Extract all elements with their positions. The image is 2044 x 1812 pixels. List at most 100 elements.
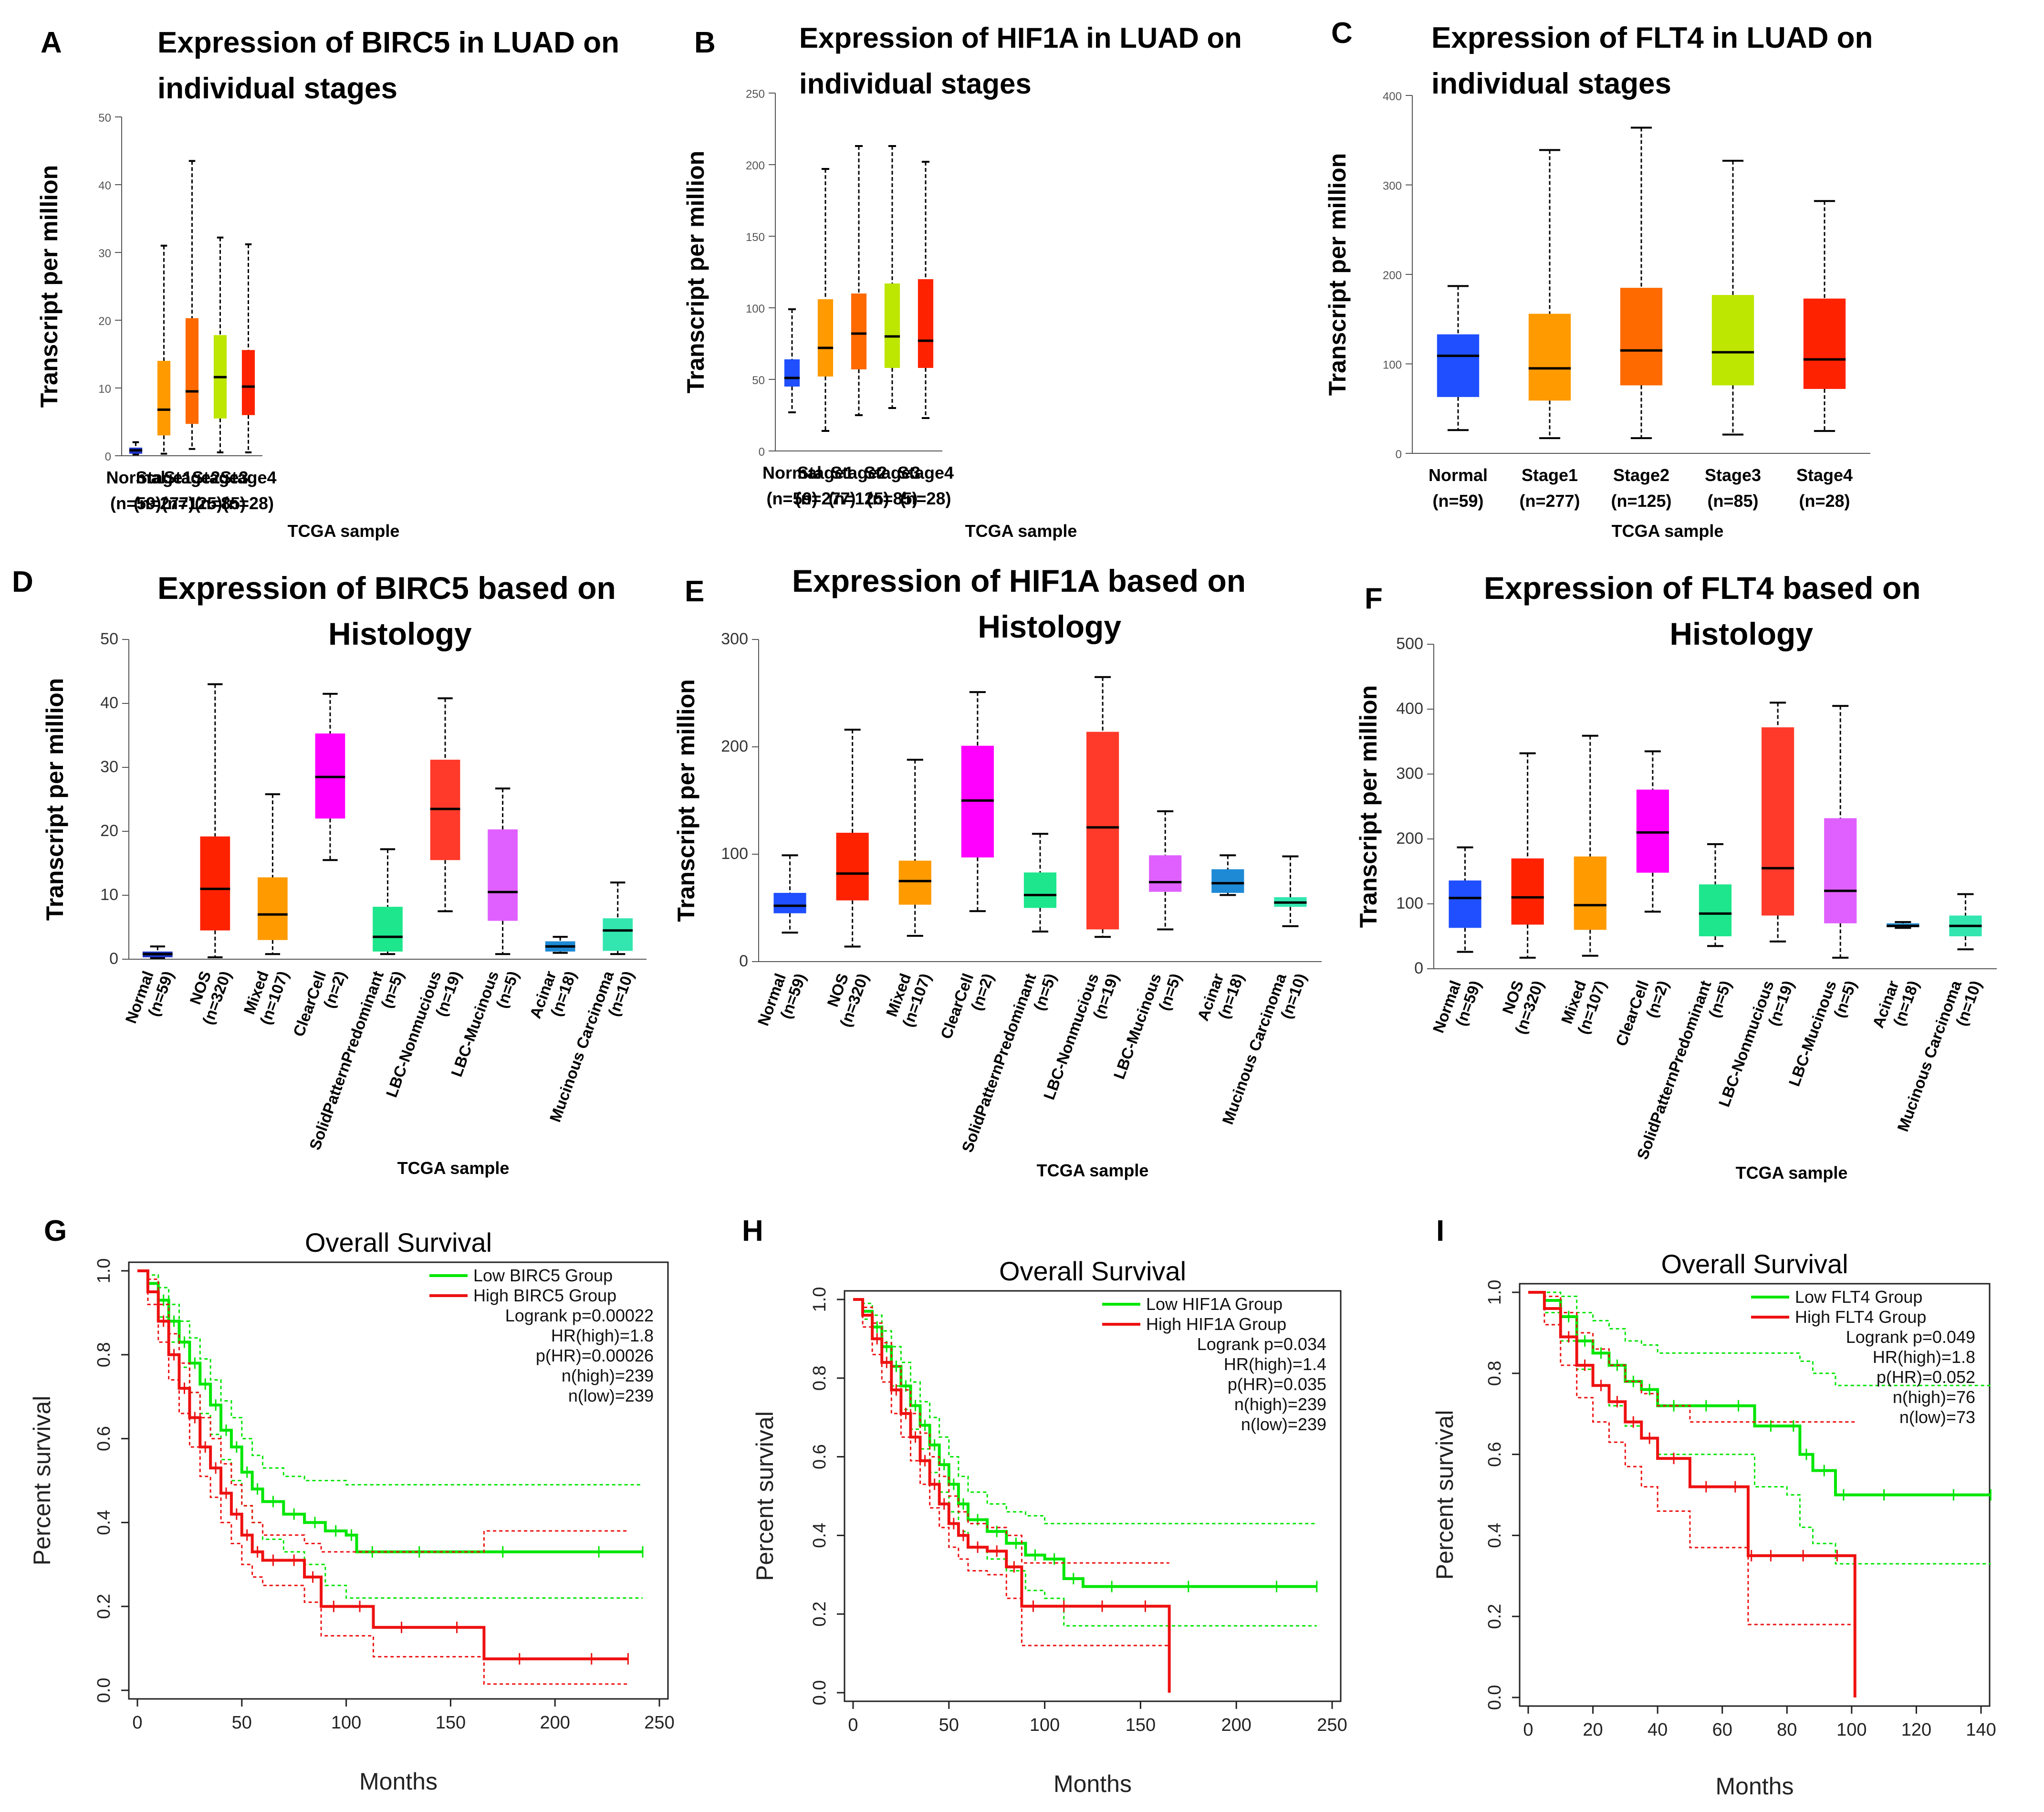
panel-title: Overall Survival [1661, 1249, 1848, 1279]
panel-title: individual stages [157, 72, 397, 105]
category-n: (n=125) [1611, 491, 1671, 511]
category-label: Normal [762, 463, 822, 482]
stat-label: HR(high)=1.8 [1873, 1347, 1975, 1367]
y-axis-label: Percent survival [751, 1411, 778, 1581]
x-tick-label: 20 [1583, 1720, 1603, 1740]
legend-label: Low FLT4 Group [1795, 1287, 1922, 1307]
category-n: (n=277) [134, 493, 194, 513]
x-tick-label: 140 [1966, 1720, 1996, 1740]
box-mucinous-carcinoma [603, 918, 633, 951]
y-tick-label: 30 [100, 758, 118, 776]
y-tick-label: 0.6 [94, 1426, 114, 1451]
x-tick-label: 250 [644, 1713, 674, 1733]
plot-frame [128, 1261, 669, 1700]
legend-label: High FLT4 Group [1795, 1307, 1926, 1327]
x-tick-label: 0 [1523, 1720, 1533, 1740]
y-tick-label: 100 [1383, 359, 1402, 372]
y-tick-label: 0.4 [94, 1510, 114, 1535]
y-tick-label: 0.6 [810, 1444, 830, 1469]
stat-label: HR(high)=1.4 [1224, 1354, 1326, 1374]
x-tick-label: 250 [1317, 1715, 1347, 1735]
x-axis-label: TCGA sample [965, 521, 1077, 541]
box-stage1 [817, 299, 834, 377]
y-tick-label: 0 [105, 450, 111, 463]
plot-frame [844, 1290, 1342, 1702]
y-tick-label: 0.2 [1485, 1604, 1505, 1629]
stat-label: p(HR)=0.052 [1877, 1367, 1975, 1387]
panel-H: H Overall Survival 0 50 100 150 200 250 0.0 0.2 0.… [742, 1215, 1347, 1797]
category-label: Stage2 [831, 463, 887, 482]
x-axis-label: TCGA sample [1612, 521, 1724, 541]
y-tick-label: 300 [1396, 765, 1423, 783]
y-tick-label: 200 [746, 159, 765, 172]
box-nos [836, 833, 869, 901]
x-tick-label: 150 [1126, 1715, 1156, 1735]
y-tick-label: 0 [759, 446, 765, 459]
category-n: (n=125) [162, 493, 222, 513]
survival-curve-0 [137, 1269, 643, 1553]
x-tick-label: 200 [1221, 1715, 1251, 1735]
category-label: Normal [106, 468, 165, 487]
box-lbc-mucinous [1149, 855, 1182, 892]
panel-title: Overall Survival [999, 1256, 1186, 1286]
category-n: (n=59) [766, 489, 817, 508]
x-tick-label: 80 [1777, 1720, 1797, 1740]
y-tick-label: 200 [721, 737, 748, 755]
y-tick-label: 150 [746, 231, 765, 244]
stat-label: Logrank p=0.049 [1846, 1327, 1975, 1347]
x-tick-label: 50 [939, 1715, 959, 1735]
x-tick-label: 40 [1648, 1720, 1668, 1740]
category-n: (n=85) [1707, 491, 1758, 511]
ci-upper-1 [1528, 1291, 1855, 1423]
y-tick-label: 200 [1396, 829, 1423, 848]
ci-lower-1 [1528, 1291, 1855, 1625]
x-axis-label: TCGA sample [1736, 1163, 1848, 1183]
panel-title: Expression of BIRC5 based on [157, 570, 616, 606]
y-tick-label: 20 [100, 822, 118, 840]
panel-C: C Expression of FLT4 in LUAD on individua… [1324, 17, 1873, 541]
ci-upper-0 [853, 1299, 1317, 1525]
y-tick-label: 200 [1383, 269, 1402, 282]
box-stage4 [1803, 298, 1846, 389]
panel-letter: C [1331, 17, 1353, 50]
y-tick-label: 1.0 [810, 1287, 830, 1312]
y-axis-label: Transcript per million [682, 151, 709, 393]
y-tick-label: 50 [98, 112, 111, 125]
box-stage2 [185, 318, 199, 424]
panel-title: individual stages [799, 68, 1032, 100]
category-label: Stage2 [164, 468, 220, 487]
category-label: Stage3 [192, 468, 248, 487]
panel-B: B Expression of HIF1A in LUAD on individua… [682, 22, 1242, 541]
stat-label: p(HR)=0.00026 [536, 1346, 654, 1365]
y-axis-label: Transcript per million [42, 678, 68, 921]
x-tick-label: 120 [1901, 1720, 1931, 1740]
category-n: (n=28) [223, 493, 274, 513]
category-n: (n=59) [1432, 491, 1483, 511]
category-label: Stage1 [797, 463, 854, 482]
survival-curve-1 [853, 1298, 1171, 1693]
category-n: (n=28) [900, 489, 951, 508]
y-tick-label: 0 [1414, 959, 1423, 977]
panel-title: Overall Survival [305, 1227, 492, 1257]
category-label: Stage4 [220, 468, 276, 487]
y-axis-label: Transcript per million [36, 165, 63, 408]
x-tick-label: 100 [1836, 1720, 1867, 1740]
box-normal [784, 359, 800, 387]
category-n: (n=85) [195, 493, 246, 513]
y-tick-label: 100 [746, 303, 765, 315]
box-stage2 [1620, 288, 1663, 386]
category-label: Normal [1429, 465, 1488, 485]
y-axis-label: Percent survival [29, 1396, 55, 1566]
panel-title: Expression of BIRC5 in LUAD on [157, 26, 619, 59]
box-mixed [258, 877, 288, 940]
box-lbc-nonmucious [1762, 727, 1794, 916]
y-axis-label: Percent survival [1431, 1410, 1458, 1580]
y-tick-label: 20 [98, 315, 111, 328]
stat-label: n(high)=239 [562, 1366, 654, 1385]
category-n: (n=85) [866, 489, 918, 508]
y-tick-label: 10 [100, 886, 118, 904]
y-tick-label: 400 [1396, 700, 1423, 718]
y-tick-label: 300 [721, 630, 748, 648]
